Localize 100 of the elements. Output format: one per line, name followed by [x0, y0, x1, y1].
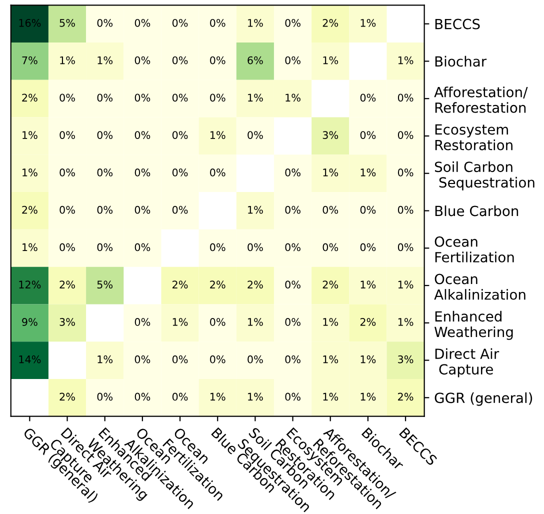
data-label: 0%	[360, 243, 376, 252]
data-label: 2%	[322, 280, 338, 289]
data-label: 6%	[248, 56, 263, 64]
data-label: 0%	[398, 243, 414, 252]
data-label: 1%	[172, 318, 188, 326]
data-label: 1%	[98, 355, 113, 364]
y-tick-label: Blue Carbon	[435, 205, 518, 216]
data-label: 0%	[172, 392, 188, 401]
data-label: 3%	[398, 355, 414, 364]
data-label: 0%	[285, 18, 300, 27]
data-label: 16%	[19, 18, 41, 27]
data-label: 1%	[22, 168, 38, 176]
data-label: 0%	[285, 206, 300, 214]
data-label: 0%	[97, 18, 113, 27]
data-label: 0%	[134, 243, 150, 252]
data-label: 2%	[60, 280, 75, 289]
data-label: 0%	[60, 243, 75, 252]
data-label: 0%	[210, 94, 226, 102]
data-label: 0%	[60, 131, 75, 139]
data-label: 2%	[60, 392, 75, 401]
data-label: 0%	[285, 318, 300, 326]
data-label: 0%	[97, 131, 113, 139]
data-label: 0%	[248, 131, 263, 139]
y-tick-label: Afforestation/ Reforestation	[434, 86, 528, 113]
data-label: 0%	[97, 243, 113, 252]
data-label: 0%	[398, 94, 414, 102]
y-tick-label: GGR (general)	[434, 392, 532, 406]
data-label: 0%	[210, 355, 226, 364]
data-label: 1%	[210, 131, 226, 139]
data-label: 1%	[248, 94, 263, 102]
data-label: 1%	[248, 206, 263, 214]
data-label: 0%	[134, 94, 150, 102]
data-label: 14%	[19, 355, 41, 364]
data-label: 0%	[398, 168, 414, 176]
data-label: 0%	[285, 56, 300, 64]
data-label: 3%	[60, 318, 75, 326]
data-label: 1%	[60, 56, 75, 64]
data-label: 0%	[210, 243, 226, 252]
y-tick-label: Soil Carbon Sequestration	[434, 161, 534, 190]
data-label: 2%	[172, 280, 188, 289]
data-label: 1%	[360, 280, 376, 289]
data-label: 0%	[60, 206, 75, 214]
data-label: 0%	[134, 392, 150, 401]
data-label: 1%	[360, 392, 376, 401]
data-label: 0%	[210, 56, 226, 64]
data-label: 1%	[98, 56, 113, 64]
data-label: 0%	[285, 392, 300, 401]
data-label: 1%	[248, 18, 263, 27]
data-label: 1%	[323, 355, 338, 364]
data-label: 0%	[398, 131, 414, 139]
data-label: 0%	[172, 131, 188, 139]
data-label: 0%	[172, 206, 188, 214]
data-label: 5%	[60, 18, 75, 27]
y-tick-label: Ocean Alkalinization	[434, 274, 526, 300]
data-label: 0%	[172, 56, 188, 64]
data-label: 3%	[322, 131, 338, 139]
data-label: 0%	[134, 318, 150, 326]
data-label: 1%	[323, 56, 338, 64]
data-label: 0%	[134, 56, 150, 64]
data-label: 0%	[285, 280, 300, 289]
data-label: 1%	[210, 392, 226, 401]
data-label: 0%	[60, 168, 75, 176]
data-label: 0%	[210, 168, 226, 176]
data-label: 2%	[322, 18, 338, 27]
data-label: 0%	[172, 355, 188, 364]
data-label: 1%	[360, 18, 376, 27]
data-label: 0%	[134, 206, 150, 214]
data-label: 2%	[210, 280, 226, 289]
data-label: 0%	[210, 318, 226, 326]
data-label: 2%	[360, 318, 376, 326]
data-label: 1%	[22, 131, 38, 139]
y-tick-label: Direct Air Capture	[435, 348, 500, 378]
data-label: 0%	[134, 168, 150, 176]
data-label: 0%	[360, 94, 376, 102]
data-label: 0%	[172, 168, 188, 176]
data-label: 0%	[285, 243, 300, 252]
data-label: 0%	[97, 168, 113, 176]
data-label: 1%	[398, 56, 414, 64]
data-label: 1%	[360, 355, 376, 364]
data-label: 1%	[248, 318, 263, 326]
data-label: 1%	[22, 243, 38, 252]
y-tick-label: Ocean Fertilization	[434, 236, 514, 262]
y-tick-label: Enhanced Weathering	[434, 310, 513, 340]
data-label: 0%	[97, 392, 113, 401]
data-label: 0%	[248, 355, 263, 364]
data-label: 0%	[97, 206, 113, 214]
data-label: 0%	[134, 355, 150, 364]
data-label: 0%	[172, 18, 188, 27]
data-label: 0%	[360, 131, 376, 139]
data-label: 1%	[398, 280, 414, 289]
data-label: 12%	[19, 280, 41, 289]
data-label: 2%	[22, 206, 38, 214]
data-label: 0%	[210, 18, 226, 27]
data-label: 0%	[285, 168, 300, 176]
data-label: 0%	[360, 206, 376, 214]
data-label: 1%	[398, 318, 414, 326]
data-label: 1%	[323, 392, 338, 401]
data-label: 9%	[22, 318, 38, 326]
y-tick-label: Ecosystem Restoration	[435, 124, 512, 150]
data-label: 0%	[60, 94, 75, 102]
